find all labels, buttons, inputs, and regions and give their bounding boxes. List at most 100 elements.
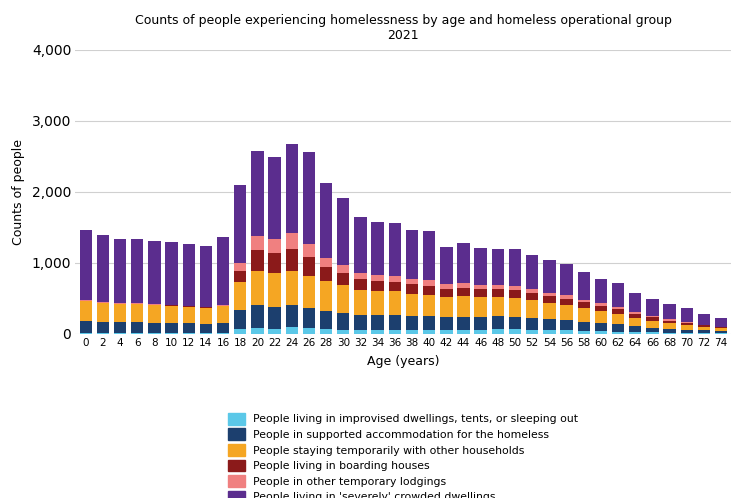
- Bar: [646, 321, 658, 328]
- Bar: [697, 327, 710, 331]
- Bar: [715, 331, 728, 333]
- Bar: [458, 296, 470, 317]
- Bar: [526, 255, 538, 289]
- Bar: [715, 329, 728, 331]
- Bar: [97, 302, 109, 303]
- Bar: [560, 330, 573, 334]
- Bar: [509, 249, 521, 286]
- Bar: [268, 253, 280, 273]
- Bar: [354, 272, 366, 279]
- Bar: [526, 293, 538, 300]
- Bar: [578, 302, 590, 308]
- Bar: [697, 314, 710, 325]
- Bar: [337, 313, 349, 330]
- Bar: [200, 324, 212, 333]
- Bar: [595, 331, 607, 334]
- Bar: [303, 152, 315, 244]
- Bar: [474, 317, 487, 330]
- Bar: [646, 299, 658, 316]
- X-axis label: Age (years): Age (years): [367, 355, 440, 368]
- Bar: [251, 328, 264, 334]
- Bar: [200, 246, 212, 307]
- Bar: [423, 286, 435, 295]
- Bar: [611, 324, 624, 332]
- Bar: [320, 329, 333, 334]
- Bar: [320, 258, 333, 267]
- Bar: [149, 241, 161, 304]
- Bar: [234, 329, 247, 334]
- Bar: [251, 270, 264, 305]
- Bar: [629, 293, 642, 312]
- Bar: [372, 291, 384, 315]
- Bar: [303, 244, 315, 257]
- Bar: [406, 316, 418, 330]
- Bar: [697, 333, 710, 334]
- Bar: [440, 317, 452, 330]
- Bar: [440, 330, 452, 334]
- Bar: [611, 332, 624, 334]
- Bar: [354, 315, 366, 330]
- Bar: [182, 307, 195, 323]
- Bar: [629, 326, 642, 332]
- Bar: [200, 308, 212, 324]
- Bar: [681, 323, 693, 325]
- Bar: [423, 280, 435, 286]
- Bar: [646, 318, 658, 321]
- Bar: [681, 308, 693, 322]
- Bar: [509, 317, 521, 329]
- Bar: [114, 322, 126, 333]
- Bar: [611, 307, 624, 309]
- Bar: [578, 308, 590, 322]
- Bar: [664, 319, 676, 321]
- Bar: [578, 272, 590, 300]
- Bar: [286, 270, 298, 305]
- Bar: [320, 311, 333, 329]
- Bar: [509, 286, 521, 290]
- Bar: [234, 185, 247, 263]
- Bar: [697, 325, 710, 327]
- Bar: [646, 316, 658, 318]
- Bar: [406, 231, 418, 279]
- Y-axis label: Counts of people: Counts of people: [12, 139, 25, 245]
- Bar: [372, 275, 384, 281]
- Bar: [595, 279, 607, 303]
- Bar: [406, 330, 418, 334]
- Bar: [492, 285, 504, 289]
- Bar: [286, 249, 298, 270]
- Bar: [303, 328, 315, 334]
- Bar: [149, 323, 161, 333]
- Bar: [440, 284, 452, 289]
- Bar: [372, 222, 384, 275]
- Bar: [681, 330, 693, 333]
- Bar: [79, 301, 92, 321]
- Bar: [268, 157, 280, 239]
- Bar: [234, 263, 247, 271]
- Bar: [79, 230, 92, 300]
- Bar: [474, 248, 487, 285]
- Bar: [165, 323, 178, 333]
- Bar: [560, 264, 573, 295]
- Bar: [474, 285, 487, 289]
- Bar: [406, 279, 418, 284]
- Bar: [354, 279, 366, 290]
- Bar: [234, 310, 247, 329]
- Bar: [182, 323, 195, 333]
- Bar: [303, 257, 315, 276]
- Bar: [354, 290, 366, 315]
- Bar: [526, 289, 538, 293]
- Bar: [458, 317, 470, 330]
- Bar: [560, 299, 573, 305]
- Bar: [114, 304, 126, 322]
- Bar: [543, 259, 556, 292]
- Bar: [268, 239, 280, 253]
- Bar: [423, 231, 435, 280]
- Bar: [611, 283, 624, 307]
- Bar: [388, 282, 401, 291]
- Bar: [217, 306, 229, 323]
- Bar: [149, 305, 161, 323]
- Bar: [337, 273, 349, 285]
- Bar: [217, 305, 229, 306]
- Bar: [131, 304, 143, 322]
- Bar: [611, 314, 624, 324]
- Bar: [372, 330, 384, 334]
